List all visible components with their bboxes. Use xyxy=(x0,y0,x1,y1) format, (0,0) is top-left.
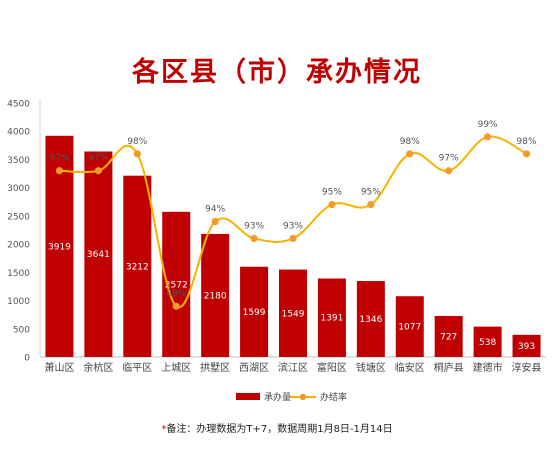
bar xyxy=(512,334,541,357)
rate-value-label: 97% xyxy=(49,154,69,164)
rate-point xyxy=(289,234,297,243)
bar-value-label: 3212 xyxy=(126,262,149,272)
bar xyxy=(395,296,424,357)
y-tick-label: 3500 xyxy=(7,156,30,166)
footnote-mark: * xyxy=(161,424,167,435)
bar xyxy=(356,281,385,357)
bar xyxy=(473,326,502,357)
x-tick-label: 桐庐县 xyxy=(434,361,464,374)
y-tick-label: 3000 xyxy=(7,184,30,194)
rate-point xyxy=(445,167,453,175)
x-tick-label: 余杭区 xyxy=(83,361,113,374)
bar xyxy=(240,266,269,357)
rate-point xyxy=(94,167,102,175)
rate-value-label: 98% xyxy=(127,137,147,147)
bar-value-label: 393 xyxy=(518,342,535,352)
rate-point xyxy=(522,150,531,158)
x-tick-label: 富阳区 xyxy=(317,361,347,374)
rate-point xyxy=(328,201,336,209)
y-tick-label: 4000 xyxy=(7,128,30,138)
rate-value-label: 98% xyxy=(517,137,537,147)
y-tick-label: 1000 xyxy=(7,297,30,307)
rate-point xyxy=(250,234,258,243)
rate-point xyxy=(211,217,219,226)
bar-value-label: 727 xyxy=(440,332,457,342)
legend-swatch-marker xyxy=(299,393,307,401)
x-tick-label: 钱塘区 xyxy=(356,361,386,374)
bar xyxy=(434,315,463,357)
y-tick-label: 0 xyxy=(24,354,30,364)
x-tick-label: 西湖区 xyxy=(239,362,269,374)
bar xyxy=(317,278,346,357)
y-tick-label: 1500 xyxy=(7,269,30,279)
rate-value-label: 99% xyxy=(478,120,498,130)
bar-value-label: 1346 xyxy=(359,315,382,325)
rate-value-label: 97% xyxy=(88,154,108,164)
legend-swatch-bar xyxy=(236,393,260,400)
rate-point xyxy=(406,150,414,158)
footnote: *备注：办理数据为T+7，数据周期1月8日-1月14日 xyxy=(0,420,554,435)
rate-point xyxy=(172,302,180,310)
x-tick-label: 上城区 xyxy=(161,362,191,374)
x-tick-label: 淳安县 xyxy=(512,361,542,374)
bar-value-label: 1599 xyxy=(243,308,266,318)
x-tick-label: 滨江区 xyxy=(278,361,308,374)
bar xyxy=(201,233,230,357)
rate-point xyxy=(133,150,141,158)
x-tick-label: 临平区 xyxy=(122,361,152,374)
x-tick-label: 建德市 xyxy=(473,361,503,374)
bar xyxy=(123,175,152,357)
rate-value-label: 95% xyxy=(322,188,342,198)
legend-label-bar: 承办量 xyxy=(264,391,291,403)
bar-value-label: 2180 xyxy=(204,291,227,301)
y-tick-label: 2000 xyxy=(7,241,30,251)
bar xyxy=(279,269,307,357)
bar-value-label: 1077 xyxy=(398,323,421,333)
legend-label-line: 办结率 xyxy=(320,391,347,403)
rate-value-label: 89% xyxy=(166,289,186,299)
bar-value-label: 3641 xyxy=(87,250,110,260)
y-tick-label: 4500 xyxy=(7,100,30,110)
rate-point xyxy=(367,201,375,209)
rate-point xyxy=(484,133,492,141)
chart-title: 各区县（市）承办情况 xyxy=(132,57,422,88)
y-tick-label: 2500 xyxy=(7,212,30,222)
x-tick-label: 临安区 xyxy=(395,361,425,374)
rate-value-label: 94% xyxy=(205,205,225,215)
rate-value-label: 95% xyxy=(361,188,381,198)
x-tick-label: 拱墅区 xyxy=(200,361,230,374)
rate-value-label: 93% xyxy=(283,221,303,231)
rate-value-label: 93% xyxy=(244,221,264,231)
bar-value-label: 2572 xyxy=(165,280,188,290)
rate-value-label: 98% xyxy=(400,137,420,147)
rate-point xyxy=(55,167,64,175)
bar xyxy=(84,151,113,357)
x-tick-label: 萧山区 xyxy=(44,362,74,374)
y-tick-label: 500 xyxy=(13,325,30,335)
bar-value-label: 3919 xyxy=(48,242,71,252)
rate-value-label: 97% xyxy=(439,154,459,164)
bar-value-label: 1549 xyxy=(282,309,305,319)
bar-value-label: 1391 xyxy=(320,314,343,324)
footnote-text: 备注：办理数据为T+7，数据周期1月8日-1月14日 xyxy=(166,424,393,435)
bar-value-label: 538 xyxy=(479,338,496,348)
